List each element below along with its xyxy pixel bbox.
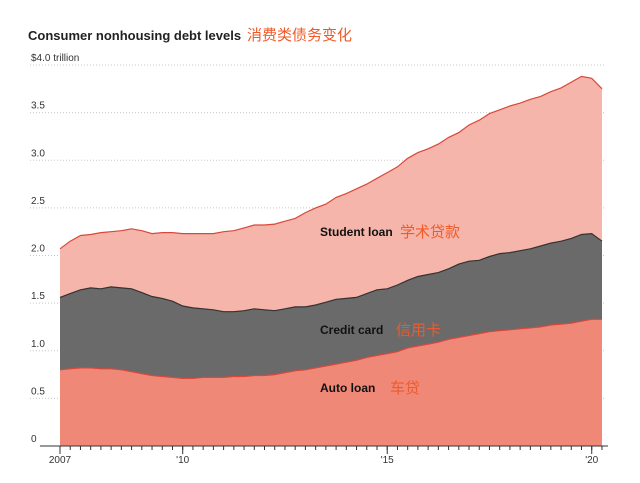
y-axis-ticks: 0 0.5 1.0 1.5 2.0 2.5 3.0 3.5 $4.0 trillion [31, 53, 79, 445]
x-axis-ticks: 2007 '10 '15 '20 [49, 446, 603, 466]
line-auto-loan [59, 318, 602, 379]
x-tick-label: '20 [585, 455, 598, 466]
series-label-auto-loan: Auto loan [320, 381, 375, 395]
y-tick-label: $4.0 trillion [31, 53, 79, 64]
line-credit-card [59, 232, 603, 313]
x-tick-label: '10 [176, 455, 189, 466]
x-tick-label: 2007 [49, 455, 72, 466]
y-tick-label: 0 [31, 434, 37, 445]
y-tick-label: 3.5 [31, 101, 45, 112]
y-tick-label: 0.5 [31, 386, 45, 397]
series-label-student-loan: Student loan [320, 225, 393, 239]
area-auto-loan [60, 319, 602, 446]
y-tick-label: 1.0 [31, 339, 45, 350]
y-tick-label: 1.5 [31, 291, 45, 302]
series-labels: Auto loan 车贷 Credit card 信用卡 Student loan 学术贷… [320, 223, 460, 397]
line-student-loan [59, 75, 603, 250]
area-student-loan [60, 76, 602, 312]
chart-title-annotation: 消费类债务变化 [247, 26, 352, 44]
y-tick-label: 2.0 [31, 244, 45, 255]
x-tick-label: '15 [381, 455, 394, 466]
series-label-credit-card: Credit card [320, 323, 383, 337]
series-annotation-student-loan: 学术贷款 [400, 223, 460, 241]
y-tick-label: 3.0 [31, 148, 45, 159]
y-tick-label: 2.5 [31, 196, 45, 207]
series-annotation-credit-card: 信用卡 [396, 321, 441, 339]
series-annotation-auto-loan: 车贷 [390, 379, 420, 397]
stacked-areas [59, 75, 603, 446]
chart-title: Consumer nonhousing debt levels [28, 28, 241, 43]
area-credit-card [60, 233, 602, 379]
